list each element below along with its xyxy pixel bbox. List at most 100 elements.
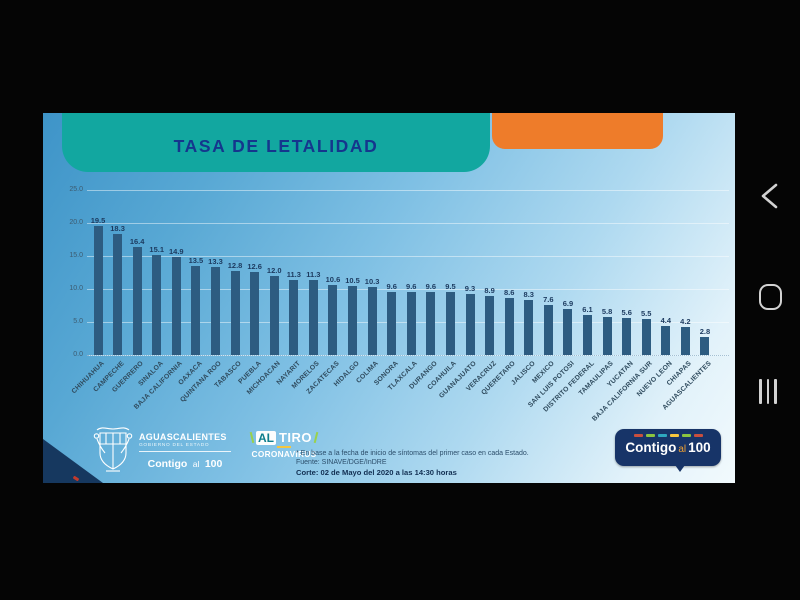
bar	[191, 265, 201, 355]
bar-value-label: 11.3	[306, 270, 321, 280]
bar	[445, 292, 455, 355]
gov-slogan: Contigo al 100	[139, 451, 231, 472]
recents-line-icon	[766, 379, 770, 404]
bar-value-label: 8.6	[503, 288, 515, 298]
bar	[583, 314, 592, 355]
bar-value-label: 9.6	[425, 281, 437, 291]
gridline	[87, 256, 729, 257]
bar-value-label: 4.4	[660, 315, 672, 325]
bar	[113, 234, 123, 355]
bar	[622, 318, 632, 355]
gov-subtitle: GOBIERNO DEL ESTADO	[139, 443, 210, 448]
gridline	[87, 289, 729, 290]
slide-title: TASA DE LETALIDAD	[173, 135, 379, 156]
bar-value-label: 8.3	[523, 290, 534, 300]
bar-value-label: 9.3	[464, 283, 476, 293]
bar-value-label: 9.5	[445, 282, 456, 292]
y-axis-tick-label: 20.0	[69, 219, 83, 226]
altiro-coronavirus-text: CORONAVIRUS	[251, 449, 317, 459]
bar-value-label: 11.3	[286, 270, 301, 280]
bar-value-label: 14.9	[169, 246, 184, 256]
bar	[504, 298, 514, 355]
y-axis-tick-label: 10.0	[69, 285, 83, 292]
bar-value-label: 7.6	[543, 294, 554, 304]
bar-value-label: 12.6	[247, 261, 262, 271]
badge-dash	[645, 434, 655, 437]
badge-dash	[681, 434, 691, 437]
title-banner: TASA DE LETALIDAD	[62, 113, 490, 172]
bar	[661, 325, 671, 355]
bar	[563, 309, 573, 355]
bar	[641, 318, 651, 355]
bar	[387, 291, 397, 355]
bar-value-label: 16.4	[129, 236, 145, 246]
bar	[543, 304, 553, 355]
gov-slogan-contigo: Contigo	[147, 458, 188, 470]
bar-value-label: 10.6	[325, 275, 341, 285]
bar-value-label: 5.8	[601, 306, 613, 316]
bar	[348, 285, 358, 355]
bar-value-label: 13.3	[208, 257, 223, 267]
bar-value-label: 9.6	[406, 281, 417, 291]
bar	[230, 270, 240, 355]
government-logo-block: AGUASCALIENTES GOBIERNO DEL ESTADO Conti…	[139, 432, 247, 472]
bar	[269, 275, 279, 355]
altiro-bracket-left-icon	[249, 431, 255, 444]
bar-value-label: 6.9	[562, 299, 574, 309]
badge-text: Contigo al 100	[615, 439, 721, 457]
gov-slogan-100: 100	[204, 458, 223, 470]
bar-value-label: 18.3	[110, 224, 125, 234]
badge-dash	[657, 434, 667, 437]
orange-accent-tab	[492, 113, 663, 149]
contigo-al-100-badge: Contigo al 100	[615, 429, 721, 472]
bar-value-label: 10.3	[364, 277, 380, 287]
android-home-button[interactable]	[759, 284, 782, 310]
badge-dash	[693, 434, 703, 437]
bar	[426, 291, 436, 355]
badge-contigo: Contigo	[625, 439, 677, 455]
bar-value-label: 2.8	[699, 326, 711, 336]
altiro-coronavirus-logo: AL TIRO CORONAVIRUS	[239, 430, 329, 459]
x-axis-label: CHIHUAHUA	[70, 360, 106, 396]
badge-dash	[669, 434, 679, 437]
footnote-source: Fuente: SINAVE/DGE/InDRE	[296, 459, 387, 466]
badge-100: 100	[688, 439, 711, 455]
bar	[289, 280, 299, 355]
presentation-slide: TASA DE LETALIDAD 0.0 5.0 10.0 15.0 20.0 25.0…	[43, 113, 735, 483]
y-axis-tick-label: 15.0	[69, 252, 83, 259]
badge-al: al	[678, 443, 687, 455]
bar	[250, 271, 260, 355]
back-chevron-icon	[761, 183, 778, 209]
altiro-tiro: TIRO	[278, 430, 313, 445]
bar	[210, 267, 220, 355]
android-recents-button[interactable]	[759, 379, 777, 404]
altiro-bracket-right-icon	[313, 431, 319, 444]
bar	[602, 316, 612, 355]
bar	[524, 300, 534, 355]
footnotes: * En base a la fecha de inicio de síntom…	[296, 449, 626, 477]
bar-value-label: 5.5	[641, 308, 652, 318]
bar	[93, 226, 103, 355]
gridline	[87, 223, 729, 224]
altiro-al: AL	[255, 430, 276, 445]
bar	[485, 296, 495, 355]
bar-value-label: 12.8	[227, 260, 243, 270]
footnote-cutoff-date: Corte: 02 de Mayo del 2020 a las 14:30 h…	[296, 468, 457, 477]
badge-dash	[633, 434, 643, 437]
bar	[308, 280, 318, 355]
gridline	[87, 355, 729, 356]
altiro-wordmark: AL TIRO	[239, 430, 329, 445]
android-back-button[interactable]	[758, 183, 782, 209]
bar-value-label: 8.9	[484, 286, 495, 296]
bar-value-label: 10.5	[345, 275, 360, 285]
aguascalientes-coat-of-arms-icon	[93, 427, 133, 472]
footnote-method: * En base a la fecha de inicio de síntom…	[296, 450, 529, 457]
y-axis-tick-label: 0.0	[73, 351, 83, 358]
gridline	[87, 190, 729, 191]
bar-value-label: 12.0	[266, 265, 282, 275]
bar-value-label: 4.2	[680, 317, 691, 327]
bar-chart: 0.0 5.0 10.0 15.0 20.0 25.0 19.5 CHIHUAHUA 18.3 C…	[43, 113, 735, 483]
recents-line-icon	[759, 379, 762, 404]
bar	[367, 287, 377, 355]
